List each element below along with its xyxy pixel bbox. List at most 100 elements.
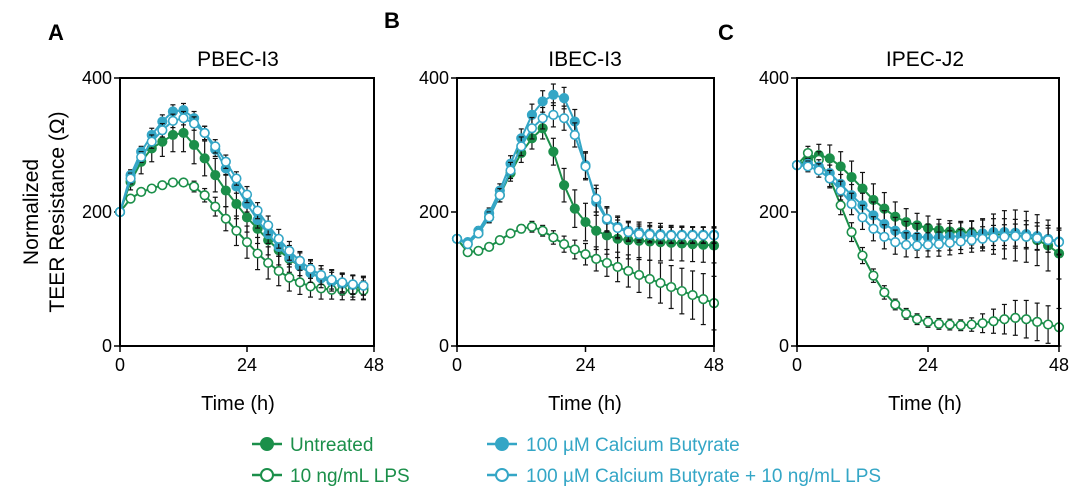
plot-frame	[119, 77, 375, 347]
data-point	[569, 244, 580, 255]
data-point	[644, 229, 655, 240]
data-point	[284, 272, 295, 283]
plot-frame	[796, 77, 1060, 347]
data-point	[890, 299, 901, 310]
data-point	[167, 129, 179, 141]
data-point	[824, 153, 835, 164]
data-point	[484, 212, 495, 223]
data-point	[558, 92, 570, 104]
plot-area: 0 200 400 0 24 48	[759, 68, 1069, 375]
y-axis-label-line2: TEER Resistance (Ω)	[46, 111, 69, 312]
series-line	[119, 181, 364, 292]
legend-item-calcium-butyrate-lps: 100 µM Calcium Butyrate + 10 ng/mL LPS	[487, 466, 881, 487]
data-point	[644, 273, 655, 285]
data-point	[558, 113, 570, 124]
data-point	[337, 277, 348, 288]
panel-letter: C	[718, 20, 734, 45]
data-point	[516, 223, 527, 234]
data-point	[1021, 314, 1032, 325]
data-point	[231, 225, 242, 236]
y-tick-label: 0	[439, 336, 449, 356]
data-point	[188, 118, 200, 129]
data-point	[157, 125, 168, 136]
data-point	[494, 235, 505, 246]
data-point	[157, 180, 168, 191]
data-point	[125, 173, 136, 184]
data-point	[537, 113, 548, 124]
data-point	[473, 228, 484, 239]
data-point	[167, 115, 179, 126]
series-100-m-calcium-butyrate-10-ng-ml-lps	[451, 102, 720, 250]
series-line	[119, 131, 364, 290]
data-point	[220, 156, 231, 167]
data-point	[676, 285, 687, 297]
data-point	[241, 189, 253, 200]
legend-marker	[495, 468, 509, 482]
data-point	[988, 316, 999, 327]
data-point	[220, 185, 231, 196]
data-point	[977, 318, 988, 329]
panel-title: PBEC-I3	[197, 48, 279, 71]
legend-label: 100 µM Calcium Butyrate	[526, 435, 740, 456]
x-axis-label: Time (h)	[888, 393, 962, 415]
data-point	[210, 201, 221, 212]
data-point	[633, 269, 645, 281]
data-point	[591, 193, 602, 204]
data-point	[231, 173, 242, 184]
data-point	[955, 236, 966, 247]
x-axis-label: Time (h)	[548, 393, 622, 415]
data-point	[526, 123, 538, 134]
data-point	[580, 161, 591, 172]
data-point	[944, 319, 955, 330]
data-point	[687, 230, 698, 241]
data-point	[294, 277, 306, 288]
data-point	[922, 316, 934, 327]
data-point	[252, 205, 263, 216]
data-point	[955, 320, 966, 331]
panel-c: C IPEC-J2 0 200 400 0 24 48 Time (h)	[718, 20, 1069, 415]
data-point	[548, 146, 559, 157]
y-tick-label: 0	[779, 336, 789, 356]
plot-area: 0 200 400 0 24 48	[419, 68, 724, 375]
data-point	[484, 241, 495, 252]
data-point	[210, 141, 221, 152]
data-point	[591, 253, 602, 264]
data-point	[824, 173, 835, 184]
data-point	[273, 233, 284, 244]
data-point	[305, 263, 316, 275]
series-100-m-calcium-butyrate	[114, 102, 369, 296]
data-point	[879, 287, 890, 298]
data-point	[220, 213, 231, 224]
data-point	[315, 269, 327, 281]
data-point	[802, 147, 814, 159]
legend-item-untreated: Untreated	[252, 435, 373, 456]
data-point	[868, 270, 879, 281]
series-100-m-calcium-butyrate-10-ng-ml-lps	[114, 110, 369, 296]
data-point	[516, 141, 527, 152]
y-tick-label: 200	[82, 202, 112, 222]
data-point	[284, 245, 295, 256]
data-point	[505, 165, 516, 176]
data-point	[294, 255, 306, 267]
data-point	[623, 227, 634, 238]
data-point	[188, 139, 200, 151]
data-point	[548, 232, 559, 243]
data-point	[857, 250, 868, 261]
data-point	[210, 170, 221, 181]
data-point	[347, 279, 358, 290]
data-point	[676, 230, 687, 241]
data-point	[857, 183, 868, 194]
x-tick-label: 0	[115, 355, 125, 375]
data-point	[591, 225, 602, 236]
data-point	[911, 240, 923, 251]
data-point	[146, 136, 157, 147]
x-tick-label: 0	[452, 355, 462, 375]
data-point	[933, 318, 945, 329]
data-point	[846, 198, 857, 210]
data-point	[263, 257, 274, 269]
data-point	[537, 96, 548, 107]
data-point	[666, 281, 677, 293]
plot-frame	[456, 77, 715, 347]
panel-letter: B	[384, 8, 400, 33]
